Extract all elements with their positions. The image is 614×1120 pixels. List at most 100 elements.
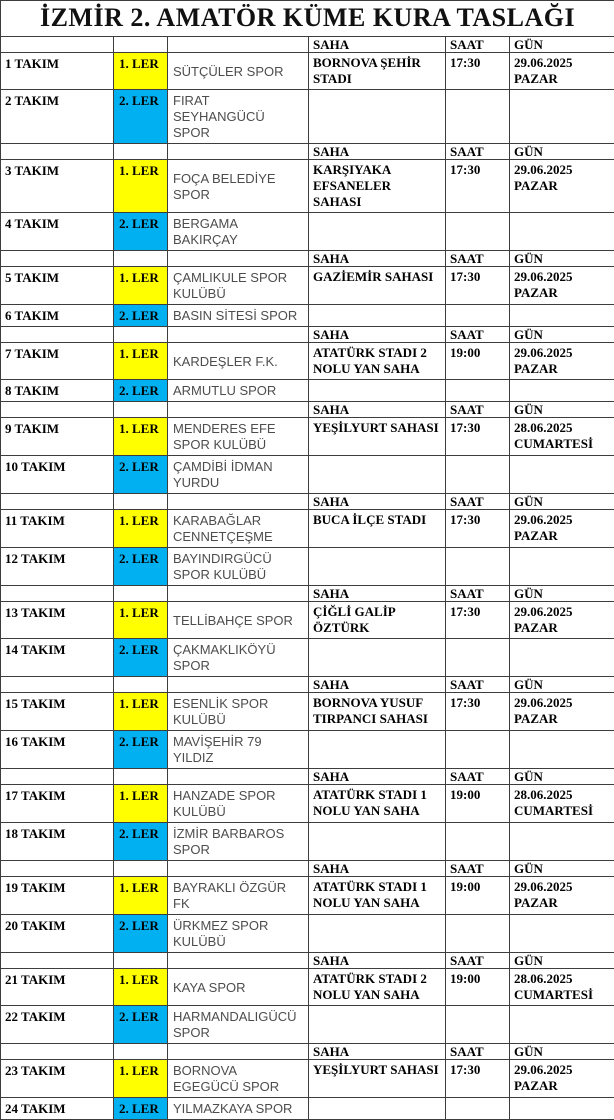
venue-value: YEŞİLYURT SAHASI bbox=[309, 1060, 446, 1098]
team-name: FOÇA BELEDİYE SPOR bbox=[168, 160, 309, 213]
empty-time-cell bbox=[446, 213, 510, 251]
saha-column-header: SAHA bbox=[309, 677, 446, 693]
team-number-label: 12 TAKIM bbox=[1, 548, 114, 586]
empty-day-cell bbox=[510, 1098, 614, 1120]
empty-team-cell bbox=[168, 327, 309, 343]
time-value: 17:30 bbox=[446, 602, 510, 639]
empty-team-cell bbox=[168, 494, 309, 510]
saat-column-header: SAAT bbox=[446, 677, 510, 693]
page-title: İZMİR 2. AMATÖR KÜME KURA TASLAĞI bbox=[1, 1, 614, 37]
empty-ler-cell bbox=[114, 144, 168, 160]
empty-takim-cell bbox=[1, 144, 114, 160]
time-value: 17:30 bbox=[446, 160, 510, 213]
empty-takim-cell bbox=[1, 494, 114, 510]
empty-ler-cell bbox=[114, 677, 168, 693]
day-value: 29.06.2025 PAZAR bbox=[510, 877, 614, 915]
gun-column-header: GÜN bbox=[510, 769, 614, 785]
empty-venue-cell bbox=[309, 639, 446, 677]
team-name: MAVİŞEHİR 79 YILDIZ bbox=[168, 731, 309, 769]
team-number-label: 23 TAKIM bbox=[1, 1060, 114, 1098]
saat-column-header: SAAT bbox=[446, 251, 510, 267]
team-name: MENDERES EFE SPOR KULÜBÜ bbox=[168, 418, 309, 456]
gun-column-header: GÜN bbox=[510, 1044, 614, 1060]
empty-takim-cell bbox=[1, 251, 114, 267]
empty-venue-cell bbox=[309, 548, 446, 586]
team-name: KARABAĞLAR CENNETÇEŞME bbox=[168, 510, 309, 548]
team-name: ÜRKMEZ SPOR KULÜBÜ bbox=[168, 915, 309, 953]
empty-time-cell bbox=[446, 548, 510, 586]
empty-venue-cell bbox=[309, 731, 446, 769]
saha-column-header: SAHA bbox=[309, 327, 446, 343]
team-name: BAYINDIRGÜCÜ SPOR KULÜBÜ bbox=[168, 548, 309, 586]
saat-column-header: SAAT bbox=[446, 861, 510, 877]
team-number-label: 20 TAKIM bbox=[1, 915, 114, 953]
league-badge: 2. LER bbox=[114, 305, 168, 327]
saha-column-header: SAHA bbox=[309, 144, 446, 160]
gun-column-header: GÜN bbox=[510, 251, 614, 267]
gun-column-header: GÜN bbox=[510, 37, 614, 53]
league-badge: 2. LER bbox=[114, 456, 168, 494]
venue-value: BORNOVA ŞEHİR STADI bbox=[309, 53, 446, 90]
empty-ler-cell bbox=[114, 769, 168, 785]
empty-time-cell bbox=[446, 1006, 510, 1044]
team-name: YILMAZKAYA SPOR bbox=[168, 1098, 309, 1120]
empty-takim-cell bbox=[1, 953, 114, 969]
empty-venue-cell bbox=[309, 213, 446, 251]
team-number-label: 18 TAKIM bbox=[1, 823, 114, 861]
day-value: 29.06.2025 PAZAR bbox=[510, 343, 614, 380]
empty-venue-cell bbox=[309, 1098, 446, 1120]
empty-team-cell bbox=[168, 1044, 309, 1060]
venue-value: BUCA İLÇE STADI bbox=[309, 510, 446, 548]
time-value: 19:00 bbox=[446, 343, 510, 380]
empty-ler-cell bbox=[114, 586, 168, 602]
empty-venue-cell bbox=[309, 456, 446, 494]
empty-day-cell bbox=[510, 90, 614, 144]
day-value: 29.06.2025 PAZAR bbox=[510, 510, 614, 548]
team-number-label: 17 TAKIM bbox=[1, 785, 114, 823]
empty-venue-cell bbox=[309, 1006, 446, 1044]
empty-team-cell bbox=[168, 953, 309, 969]
venue-value: ATATÜRK STADI 1 NOLU YAN SAHA bbox=[309, 877, 446, 915]
team-name: KARDEŞLER F.K. bbox=[168, 343, 309, 380]
empty-takim-cell bbox=[1, 402, 114, 418]
empty-time-cell bbox=[446, 731, 510, 769]
team-name: BORNOVA EGEGÜCÜ SPOR bbox=[168, 1060, 309, 1098]
empty-time-cell bbox=[446, 823, 510, 861]
league-badge: 2. LER bbox=[114, 213, 168, 251]
saat-column-header: SAAT bbox=[446, 37, 510, 53]
empty-time-cell bbox=[446, 90, 510, 144]
league-badge: 1. LER bbox=[114, 160, 168, 213]
empty-takim-cell bbox=[1, 861, 114, 877]
league-badge: 1. LER bbox=[114, 343, 168, 380]
gun-column-header: GÜN bbox=[510, 953, 614, 969]
league-badge: 1. LER bbox=[114, 785, 168, 823]
empty-team-cell bbox=[168, 769, 309, 785]
saat-column-header: SAAT bbox=[446, 402, 510, 418]
team-name: ÇAMLIKULE SPOR KULÜBÜ bbox=[168, 267, 309, 305]
league-badge: 2. LER bbox=[114, 90, 168, 144]
team-number-label: 15 TAKIM bbox=[1, 693, 114, 731]
saha-column-header: SAHA bbox=[309, 494, 446, 510]
league-badge: 1. LER bbox=[114, 877, 168, 915]
team-number-label: 11 TAKIM bbox=[1, 510, 114, 548]
venue-value: ATATÜRK STADI 2 NOLU YAN SAHA bbox=[309, 343, 446, 380]
gun-column-header: GÜN bbox=[510, 327, 614, 343]
team-number-label: 6 TAKIM bbox=[1, 305, 114, 327]
